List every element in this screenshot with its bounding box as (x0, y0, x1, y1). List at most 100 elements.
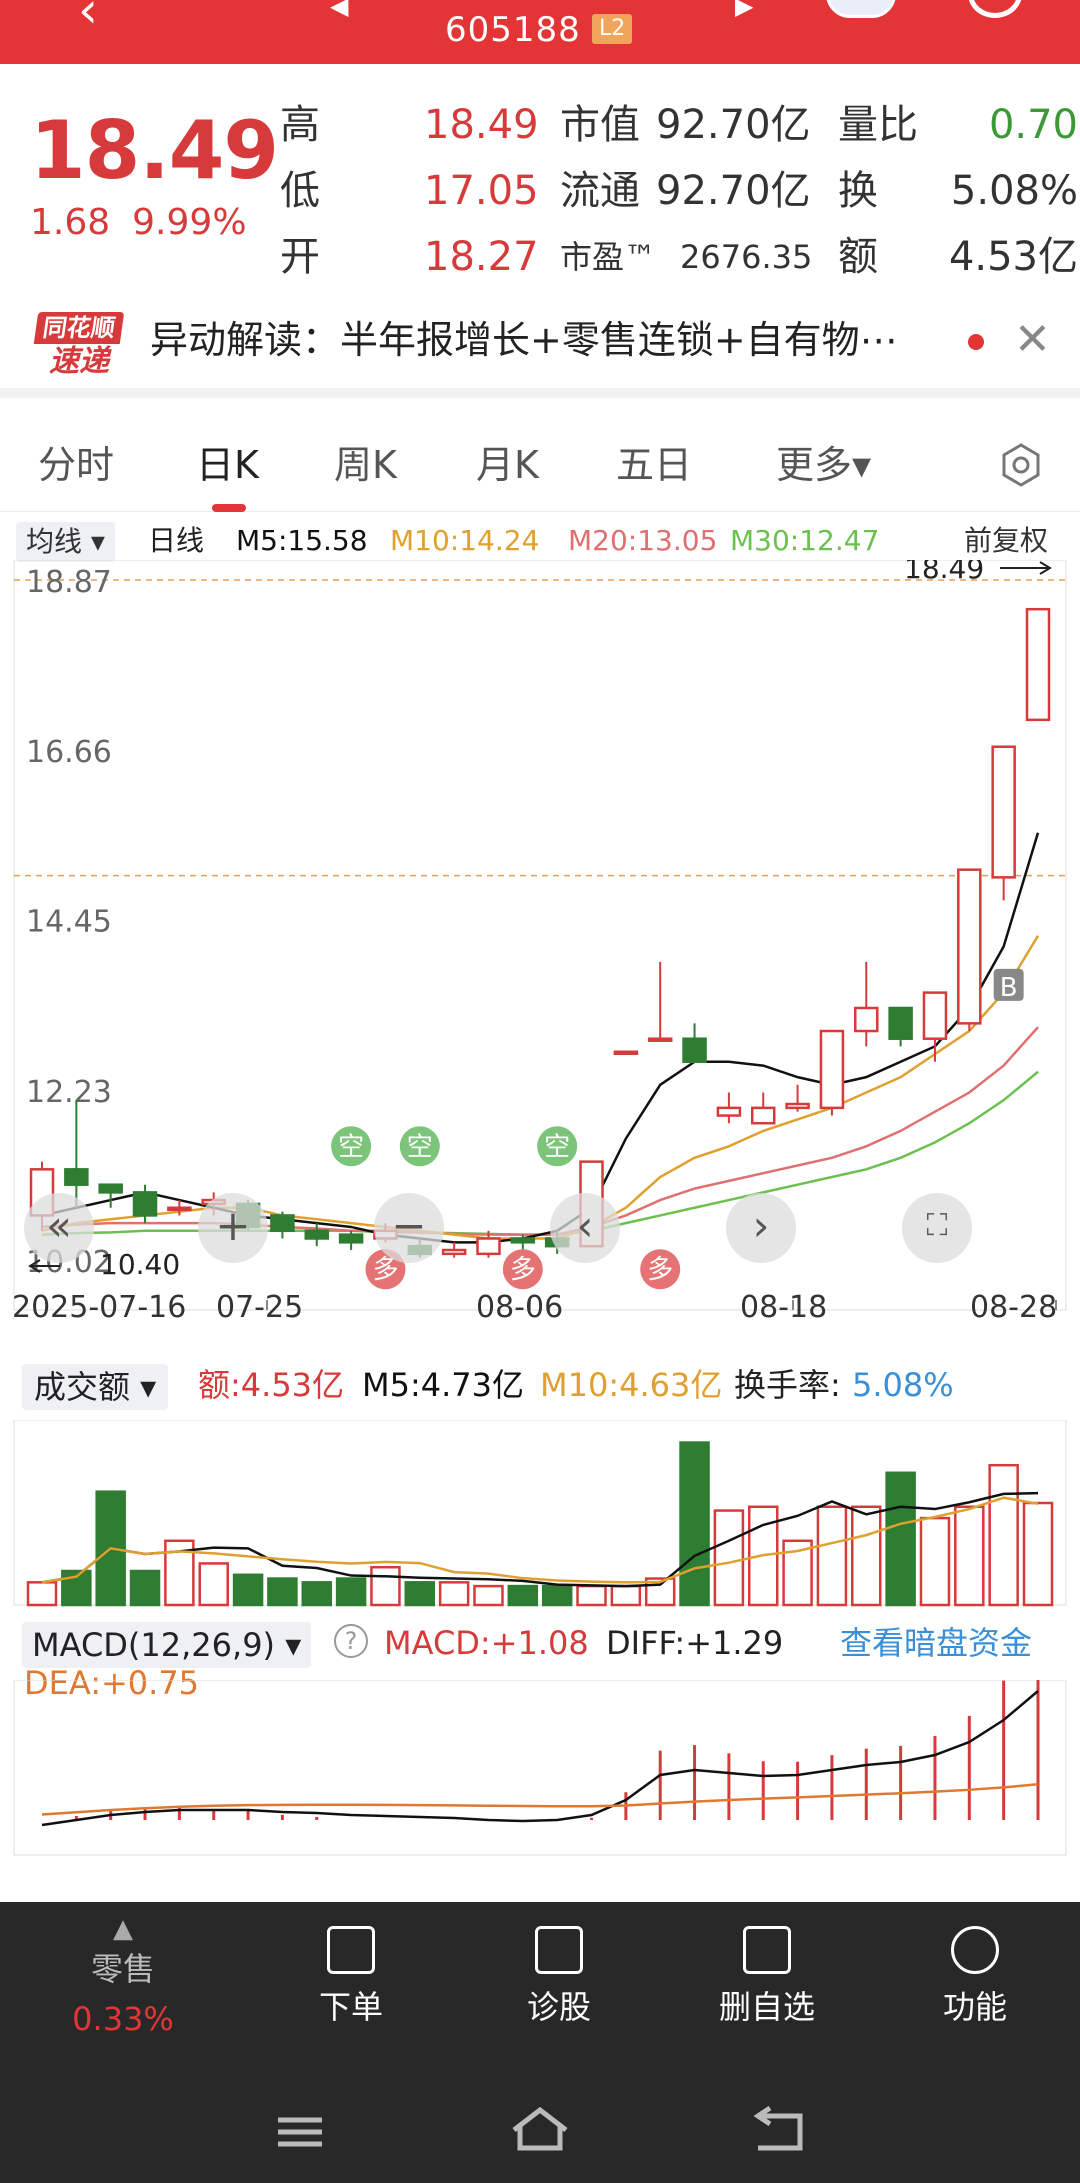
price-change: 1.68 9.99% (30, 202, 269, 243)
functions-button[interactable]: 功能 (900, 1926, 1050, 2028)
candle-body (98, 1183, 123, 1194)
back-icon[interactable]: ‹ (78, 0, 98, 39)
top-bar: ‹ ◀ 605188 L2 ▶ (0, 0, 1080, 64)
system-nav-bar (278, 2105, 803, 2151)
zoom-fast-left-button[interactable]: « (24, 1193, 94, 1263)
diagnose-button[interactable]: 诊股 (484, 1926, 634, 2028)
caret-up-icon: ▲ (113, 1914, 133, 1944)
chart-frame (13, 560, 1067, 1311)
buy-point-marker (993, 968, 1024, 1001)
candle-body (167, 1206, 192, 1212)
date-label: 08-28 (970, 1290, 1058, 1325)
kline-chart[interactable]: 18.8716.6614.4512.2310.02空空空多多多B18.4910.… (0, 560, 1080, 1360)
candle-body (1025, 607, 1051, 722)
volume-bar (610, 1584, 642, 1607)
volume-selector[interactable]: 成交额 ▾ (22, 1364, 169, 1410)
zoom-in-button[interactable]: + (198, 1193, 268, 1263)
settings-icon[interactable] (998, 442, 1044, 488)
adjust-label[interactable]: 前复权 (964, 524, 1049, 557)
change-percent: 9.99% (132, 202, 247, 243)
order-button[interactable]: 下单 (276, 1926, 426, 2028)
zoom-out-button[interactable]: − (374, 1193, 444, 1263)
home-icon (512, 2106, 568, 2151)
diff-line (41, 1690, 1039, 1827)
macd-frame (13, 1680, 1067, 1856)
macd-selector[interactable]: MACD(12,26,9) ▾ (22, 1622, 312, 1668)
buy-signal-marker (502, 1249, 543, 1290)
news-text[interactable]: 异动解读：半年报增长+零售连锁+自有物⋯ (150, 318, 898, 362)
sell-signal-marker (331, 1126, 372, 1167)
volume-bar (919, 1516, 951, 1607)
y-tick-label: 12.23 (26, 1075, 112, 1110)
volume-bar (885, 1471, 916, 1607)
prev-stock-icon[interactable]: ◀ (330, 0, 349, 20)
date-label: 07-25 (216, 1290, 304, 1325)
signal-text: 空 (407, 1132, 433, 1162)
candle-body (64, 1168, 89, 1186)
signal-text: 空 (338, 1132, 364, 1162)
signal-text: 多 (510, 1255, 536, 1285)
dea-line (41, 1783, 1039, 1816)
volume-chart[interactable] (0, 1420, 1080, 1610)
dark-pool-link[interactable]: 查看暗盘资金 (840, 1624, 1033, 1662)
volume-bar (335, 1577, 367, 1607)
open-value: 18.27 (424, 234, 539, 280)
robot-icon[interactable] (826, 0, 896, 18)
buy-point-text: B (1000, 973, 1018, 1003)
next-stock-icon[interactable]: ▶ (735, 0, 754, 20)
candle-body (647, 1037, 673, 1042)
candle-body (750, 1106, 776, 1125)
scroll-left-button[interactable]: ‹ (550, 1193, 620, 1263)
candle-body (716, 1106, 742, 1117)
volume-bar (198, 1562, 229, 1607)
news-banner[interactable]: 同花顺 速递 异动解读：半年报增长+零售连锁+自有物⋯ ✕ (0, 284, 1080, 398)
tab-monthly-k[interactable]: 月K (476, 443, 539, 487)
stock-code: 605188 (445, 10, 581, 50)
y-tick-label: 16.66 (26, 735, 112, 770)
tab-more[interactable]: 更多▾ (776, 443, 872, 487)
search-icon[interactable] (968, 0, 1022, 18)
date-label: 08-06 (476, 1290, 564, 1325)
candle-body (338, 1233, 364, 1244)
candle-body (785, 1102, 810, 1110)
pe-label: 市盈™ (560, 238, 657, 276)
candle-body (957, 868, 982, 1025)
volume-bar (988, 1463, 1019, 1607)
remove-watchlist-button[interactable]: 删自选 (692, 1926, 842, 2028)
ma5-label: M5:15.58 (236, 524, 368, 557)
amount-label: 额 (838, 234, 878, 280)
fullscreen-button[interactable]: ⛶ (902, 1193, 972, 1263)
market-cap-label: 市值 (560, 102, 640, 148)
y-tick-label: 18.87 (26, 565, 112, 600)
candle-body (991, 745, 1016, 879)
quote-values-col3: 0.70 5.08% 4.53亿 (930, 92, 1078, 290)
dea-value: DEA:+0.75 (24, 1664, 200, 1702)
tab-daily-k[interactable]: 日K (196, 443, 259, 487)
ma-selector[interactable]: 均线 ▾ (16, 522, 115, 562)
close-icon[interactable]: ✕ (1014, 314, 1051, 365)
candle-body (441, 1248, 467, 1256)
scroll-right-button[interactable]: › (726, 1193, 796, 1263)
help-icon[interactable]: ? (334, 1624, 368, 1658)
active-tab-indicator (212, 504, 246, 512)
candle-body (510, 1237, 536, 1244)
date-label: 08-18 (740, 1290, 828, 1325)
order-icon (327, 1926, 375, 1974)
volume-bar (404, 1581, 436, 1607)
volume-bar (576, 1584, 607, 1607)
tab-weekly-k[interactable]: 周K (334, 443, 397, 487)
tab-five-day[interactable]: 五日 (616, 443, 693, 487)
sector-retail[interactable]: ▲ 零售 0.33% (48, 1914, 198, 2038)
candle-body (854, 1006, 879, 1033)
amount-value: 4.53亿 (948, 234, 1078, 280)
turnover-value: 5.08% (950, 168, 1078, 214)
candle-body (888, 1006, 913, 1040)
last-price: 18.49 (30, 104, 279, 197)
volume-amount: 额:4.53亿 (198, 1366, 345, 1404)
macd-chart[interactable] (0, 1680, 1080, 1860)
volume-bar (473, 1584, 504, 1607)
level2-badge[interactable]: L2 (592, 14, 633, 44)
sector-change: 0.33% (72, 2000, 174, 2038)
tab-intraday[interactable]: 分时 (38, 443, 115, 487)
volume-bar (232, 1573, 264, 1607)
